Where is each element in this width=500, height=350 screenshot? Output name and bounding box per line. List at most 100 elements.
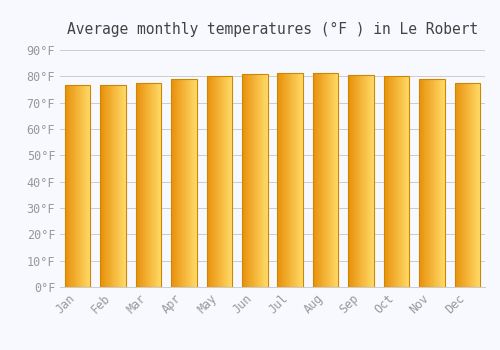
Bar [350, 75, 351, 287]
Bar [139, 83, 140, 287]
Bar [252, 74, 253, 287]
Bar [160, 83, 162, 287]
Bar [105, 85, 106, 287]
Bar [318, 73, 319, 287]
Bar [84, 85, 86, 287]
Bar [186, 79, 187, 287]
Bar [192, 79, 193, 287]
Bar [386, 76, 387, 287]
Bar [100, 85, 101, 287]
Bar [211, 76, 212, 287]
Bar [102, 85, 103, 287]
Bar [285, 73, 286, 287]
Bar [188, 79, 189, 287]
Bar [348, 75, 349, 287]
Bar [384, 76, 409, 287]
Bar [67, 85, 68, 287]
Bar [212, 76, 213, 287]
Bar [314, 73, 315, 287]
Bar [254, 74, 255, 287]
Bar [264, 74, 265, 287]
Bar [261, 74, 262, 287]
Bar [174, 79, 175, 287]
Bar [190, 79, 191, 287]
Bar [297, 73, 298, 287]
Bar [266, 74, 267, 287]
Bar [104, 85, 105, 287]
Bar [118, 85, 119, 287]
Bar [191, 79, 192, 287]
Bar [349, 75, 350, 287]
Bar [362, 75, 363, 287]
Bar [108, 85, 110, 287]
Bar [330, 73, 332, 287]
Bar [255, 74, 256, 287]
Bar [334, 73, 335, 287]
Bar [290, 73, 291, 287]
Bar [289, 73, 290, 287]
Bar [424, 79, 425, 287]
Title: Average monthly temperatures (°F ) in Le Robert: Average monthly temperatures (°F ) in Le… [67, 22, 478, 37]
Bar [68, 85, 69, 287]
Bar [138, 83, 139, 287]
Bar [171, 79, 172, 287]
Bar [209, 76, 210, 287]
Bar [78, 85, 79, 287]
Bar [79, 85, 80, 287]
Bar [384, 76, 385, 287]
Bar [177, 79, 178, 287]
Bar [88, 85, 89, 287]
Bar [441, 79, 442, 287]
Bar [461, 83, 462, 287]
Bar [292, 73, 293, 287]
Bar [301, 73, 302, 287]
Bar [217, 76, 218, 287]
Bar [294, 73, 296, 287]
Bar [224, 76, 225, 287]
Bar [226, 76, 227, 287]
Bar [262, 74, 263, 287]
Bar [228, 76, 229, 287]
Bar [65, 85, 66, 287]
Bar [293, 73, 294, 287]
Bar [242, 74, 244, 287]
Bar [371, 75, 372, 287]
Bar [286, 73, 287, 287]
Bar [152, 83, 153, 287]
Bar [256, 74, 258, 287]
Bar [156, 83, 157, 287]
Bar [115, 85, 116, 287]
Bar [426, 79, 427, 287]
Bar [460, 83, 461, 287]
Bar [468, 83, 469, 287]
Bar [248, 74, 249, 287]
Bar [187, 79, 188, 287]
Bar [291, 73, 292, 287]
Bar [283, 73, 284, 287]
Bar [464, 83, 466, 287]
Bar [336, 73, 337, 287]
Bar [299, 73, 300, 287]
Bar [148, 83, 149, 287]
Bar [300, 73, 301, 287]
Bar [171, 79, 196, 287]
Bar [288, 73, 289, 287]
Bar [397, 76, 398, 287]
Bar [422, 79, 423, 287]
Bar [399, 76, 400, 287]
Bar [326, 73, 327, 287]
Bar [284, 73, 285, 287]
Bar [390, 76, 392, 287]
Bar [298, 73, 299, 287]
Bar [365, 75, 366, 287]
Bar [332, 73, 334, 287]
Bar [179, 79, 180, 287]
Bar [358, 75, 359, 287]
Bar [184, 79, 185, 287]
Bar [154, 83, 155, 287]
Bar [100, 85, 126, 287]
Bar [157, 83, 158, 287]
Bar [120, 85, 121, 287]
Bar [173, 79, 174, 287]
Bar [278, 73, 303, 287]
